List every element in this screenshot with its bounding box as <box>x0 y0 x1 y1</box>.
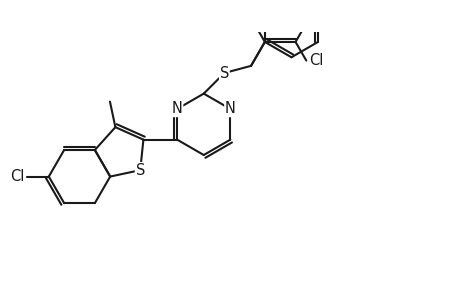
Text: N: N <box>224 101 235 116</box>
Text: Cl: Cl <box>308 53 323 68</box>
Text: N: N <box>171 101 182 116</box>
Text: S: S <box>135 163 145 178</box>
Text: Cl: Cl <box>10 169 24 184</box>
Text: S: S <box>219 65 229 80</box>
